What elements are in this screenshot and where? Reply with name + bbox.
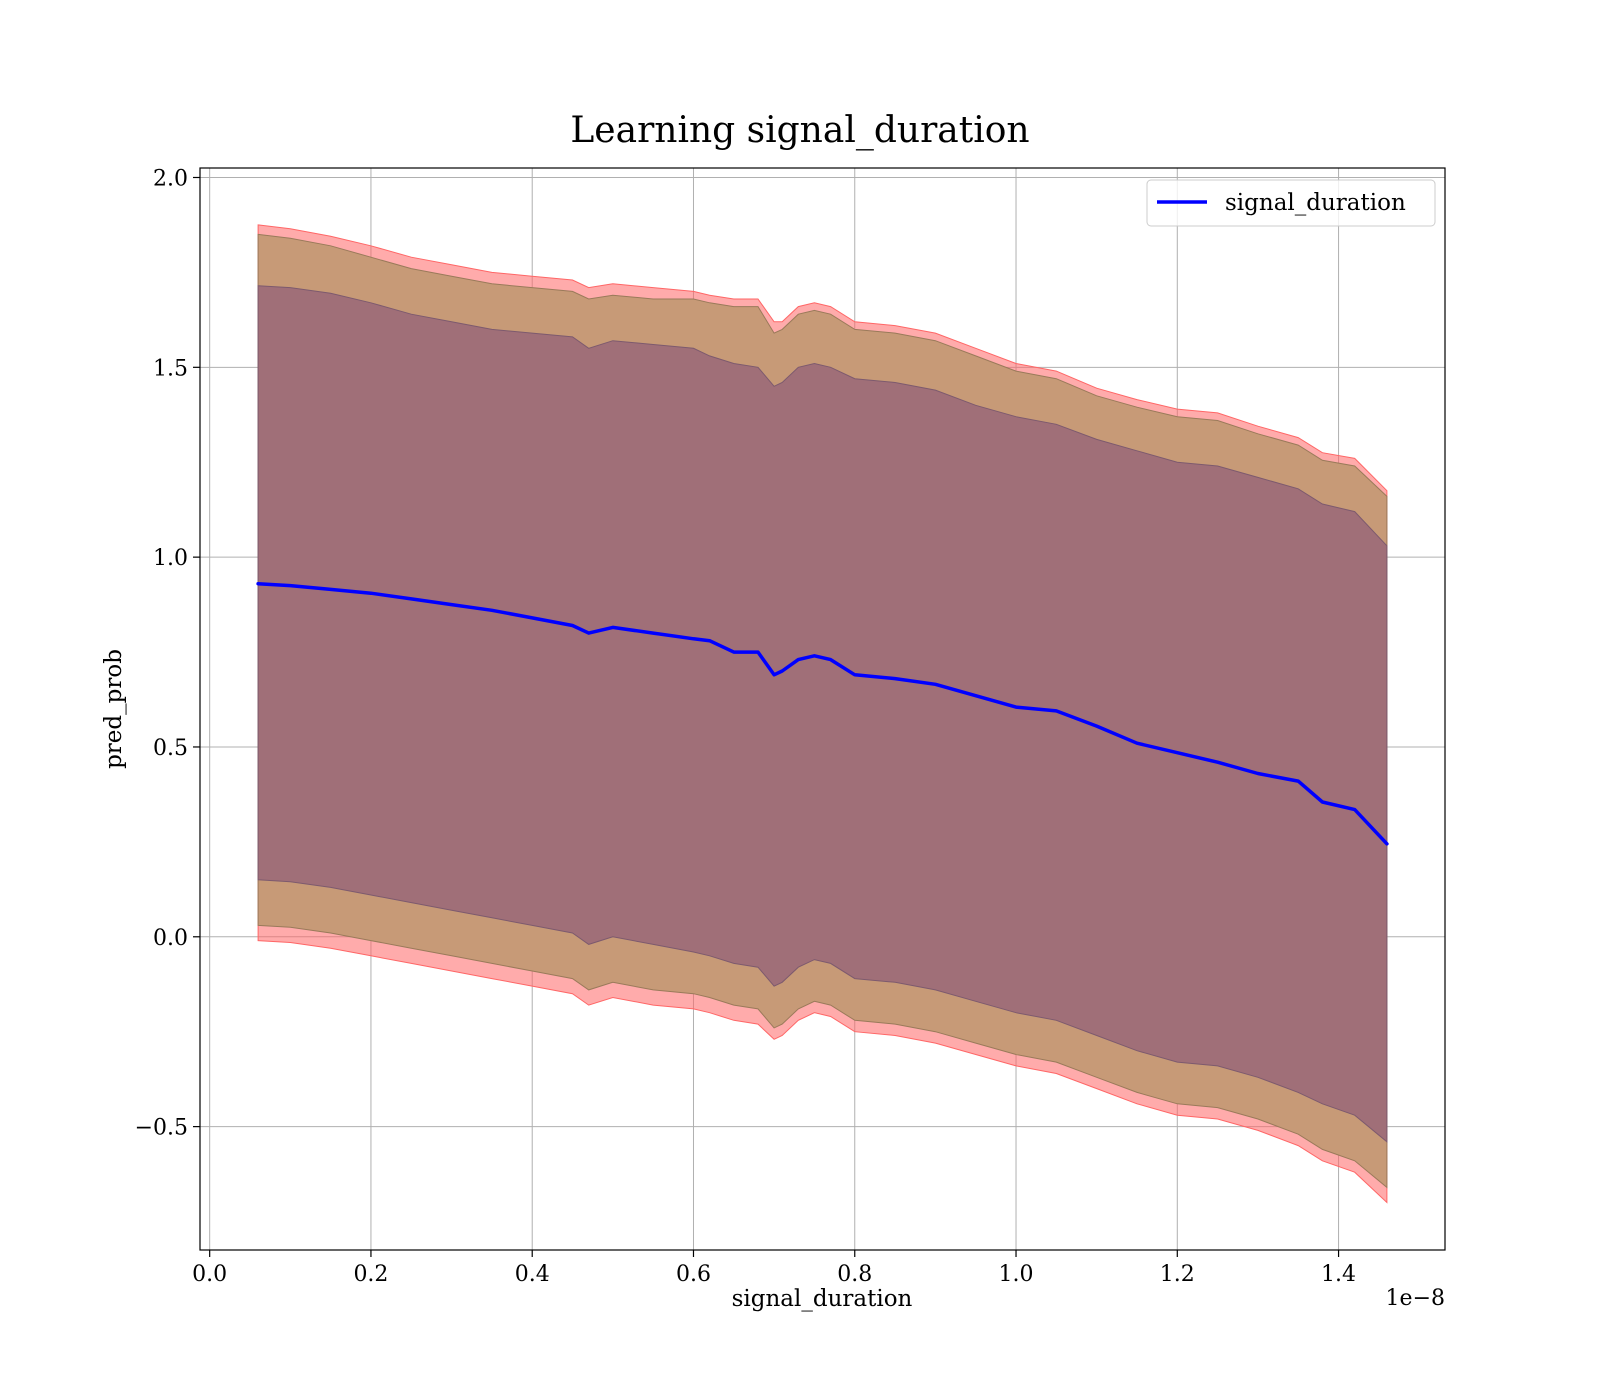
x-ticks: 0.0 0.2 0.4 0.6 0.8 1.0 1.2 1.4 [192, 1250, 1356, 1287]
chart-title: Learning signal_duration [570, 110, 1029, 151]
band-inner [257, 285, 1388, 1143]
x-offset-label: 1e−8 [1386, 1286, 1445, 1311]
x-tick-label: 0.8 [837, 1262, 872, 1287]
x-tick-label: 1.4 [1321, 1262, 1356, 1287]
legend-entry: signal_duration [1225, 190, 1406, 216]
y-tick-label: 1.5 [153, 356, 188, 381]
y-tick-label: 0.5 [153, 736, 188, 761]
axes-frame [199, 167, 1446, 1251]
x-tick-label: 0.2 [353, 1262, 388, 1287]
legend-box [1146, 179, 1436, 227]
x-tick-label: 1.0 [999, 1262, 1034, 1287]
x-axis-label: signal_duration [732, 1286, 913, 1312]
series-lines [256, 581, 1389, 846]
y-axis-label: pred_prob [101, 649, 127, 769]
y-tick-label: 0.0 [153, 926, 188, 951]
series-line-signal-duration [256, 581, 1389, 846]
x-tick-label: 0.0 [192, 1262, 227, 1287]
x-tick-label: 1.2 [1160, 1262, 1195, 1287]
y-tick-label: 2.0 [153, 166, 188, 191]
x-tick-label: 0.6 [676, 1262, 711, 1287]
x-tick-label: 0.4 [515, 1262, 550, 1287]
y-ticks: −0.5 0.0 0.5 1.0 1.5 2.0 [135, 166, 200, 1141]
y-tick-label: −0.5 [135, 1116, 188, 1141]
band-inner-area [257, 285, 1388, 1143]
legend: signal_duration [1146, 179, 1436, 227]
y-tick-label: 1.0 [153, 546, 188, 571]
